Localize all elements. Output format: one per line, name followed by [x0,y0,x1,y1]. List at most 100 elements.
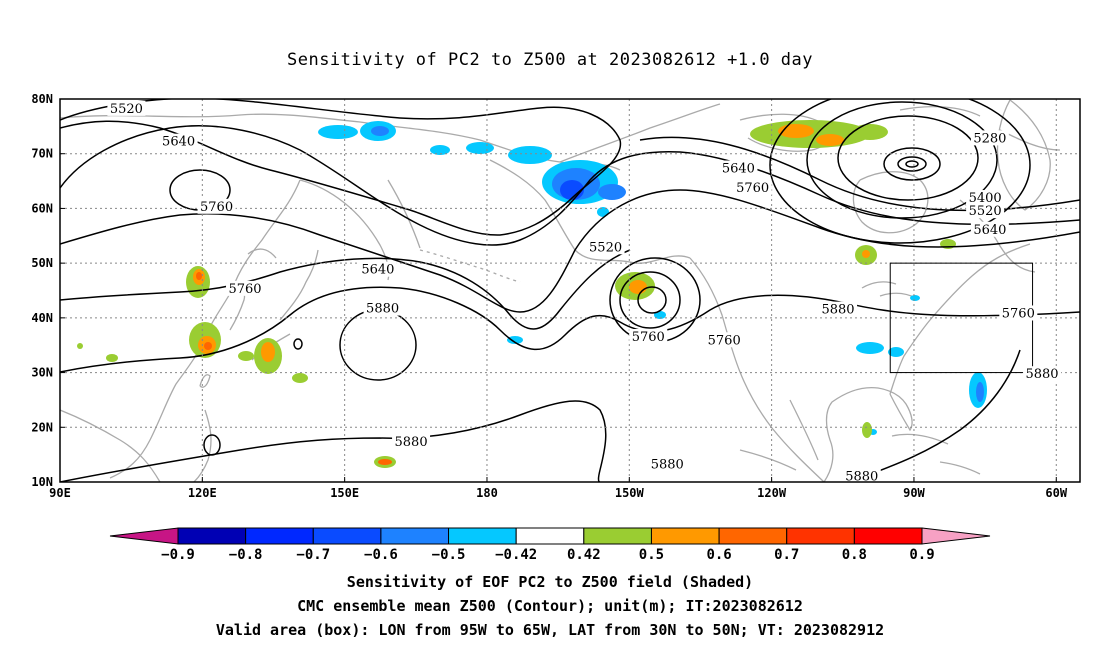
lon-tick-label: 180 [476,486,498,500]
positive-sensitivity-area [106,354,118,362]
contour-label-bg [719,160,758,176]
contour-label-bg [629,329,668,345]
colorbar-tick-label: 0.8 [842,547,867,563]
contour-label-bg [159,133,198,149]
contour-label-bg [586,239,625,255]
contour-label: 5760 [708,333,741,348]
contour-label-bg [842,468,881,484]
positive-sensitivity-area [629,280,647,294]
colorbar-bin [245,527,314,545]
contour-label: 5640 [973,223,1006,238]
lat-tick-label: 40N [31,311,53,325]
contour-label-bg [197,198,236,214]
contour-label-bg [970,130,1009,146]
negative-sensitivity-area [597,207,609,217]
lat-tick-label: 50N [31,256,53,270]
colorbar-bin [448,527,517,545]
lat-tick-label: 30N [31,366,53,380]
negative-sensitivity-area [507,336,523,344]
colorbar-tick-label: 0.9 [909,547,934,563]
lat-lon-grid [60,99,1080,482]
contour-label-bg [363,300,402,316]
longitude-labels: 90E 120E 150E 180 150W 120W 90W 60W [49,477,1068,500]
contour-label-bg [733,180,772,196]
contour-label: 5760 [736,181,769,196]
negative-sensitivity-area [654,311,666,319]
positive-sensitivity-area [852,124,888,140]
negative-sensitivity-area [318,125,358,139]
lat-tick-label: 20N [31,420,53,434]
contour-label: 5400 [969,191,1002,206]
contour-label-bg [970,221,1009,237]
colorbar-tick-label: 0.7 [774,547,799,563]
colorbar-over-triangle [921,527,991,545]
contour-label: 5880 [821,303,854,318]
negative-sensitivity-area [910,295,920,301]
colorbar-tick-label: −0.8 [229,547,263,563]
negative-sensitivity-area [466,142,494,154]
colorbar-tick-label: −0.42 [495,547,537,563]
contour-label-bg [392,434,431,450]
negative-sensitivity-area [508,146,552,164]
colorbar-tick-label: −0.6 [364,547,398,563]
colorbar-bin [718,527,788,545]
negative-sensitivity-area [371,126,389,136]
contour-label: 5520 [969,204,1002,219]
colorbar-under-triangle [109,527,179,545]
positive-sensitivity-area [261,342,275,362]
positive-sensitivity-area [204,342,212,350]
lon-tick-label: 90W [903,486,925,500]
contour-label: 5520 [110,102,143,117]
colorbar-tick-label: 0.42 [567,547,601,563]
colorbar-bin [380,527,450,545]
lon-tick-label: 90E [49,486,71,500]
colorbar-tick-label: −0.9 [161,547,195,563]
contour-label: 5760 [632,330,665,345]
contour-label: 5640 [722,161,755,176]
negative-sensitivity-area [598,184,626,200]
contour-label: 5880 [845,470,878,485]
caption-line-3: Valid area (box): LON from 95W to 65W, L… [215,621,885,639]
lon-tick-label: 150E [330,486,359,500]
contour-label: 5280 [973,131,1006,146]
contour-label-bg [999,305,1038,321]
lat-tick-label: 10N [31,475,53,489]
colorbar [109,527,991,545]
latitude-labels: 80N 70N 60N 50N 40N 30N 20N 10N [31,92,65,489]
contour-label: 5640 [162,135,195,150]
lon-tick-label: 120E [188,486,217,500]
contour-label-bg [107,100,146,116]
contour-label: 5760 [200,200,233,215]
colorbar-bin [312,527,382,545]
colorbar-bin [786,527,855,545]
lon-tick-label: 120W [757,486,787,500]
positive-sensitivity-area [238,351,254,361]
negative-sensitivity-area [856,342,884,354]
lon-tick-label: 150W [615,486,645,500]
contour-label-bg [966,203,1005,219]
contour-label: 5640 [361,263,394,278]
positive-sensitivity-area [77,343,83,349]
contour-label-bg [1023,366,1062,382]
colorbar-bin [650,527,720,545]
lat-tick-label: 80N [31,92,53,106]
caption-line-1: Sensitivity of EOF PC2 to Z500 field (Sh… [346,573,754,591]
contour-label-bg [648,456,687,472]
contour-label: 5880 [651,457,684,472]
colorbar-bin [853,527,923,545]
positive-sensitivity-area [862,422,872,438]
negative-sensitivity-area [430,145,450,155]
contour-label: 5880 [395,435,428,450]
contour-label-bg [819,301,858,317]
negative-sensitivity-area [976,382,984,402]
contour-label: 5520 [589,240,622,255]
positive-sensitivity-area [292,373,308,383]
colorbar-bin [583,527,652,545]
contour-label: 5880 [366,302,399,317]
contour-label-bg [966,190,1005,206]
caption-line-2: CMC ensemble mean Z500 (Contour); unit(m… [297,597,803,615]
lat-tick-label: 60N [31,201,53,215]
z500-contours [60,99,1080,482]
lat-tick-label: 70N [31,147,53,161]
